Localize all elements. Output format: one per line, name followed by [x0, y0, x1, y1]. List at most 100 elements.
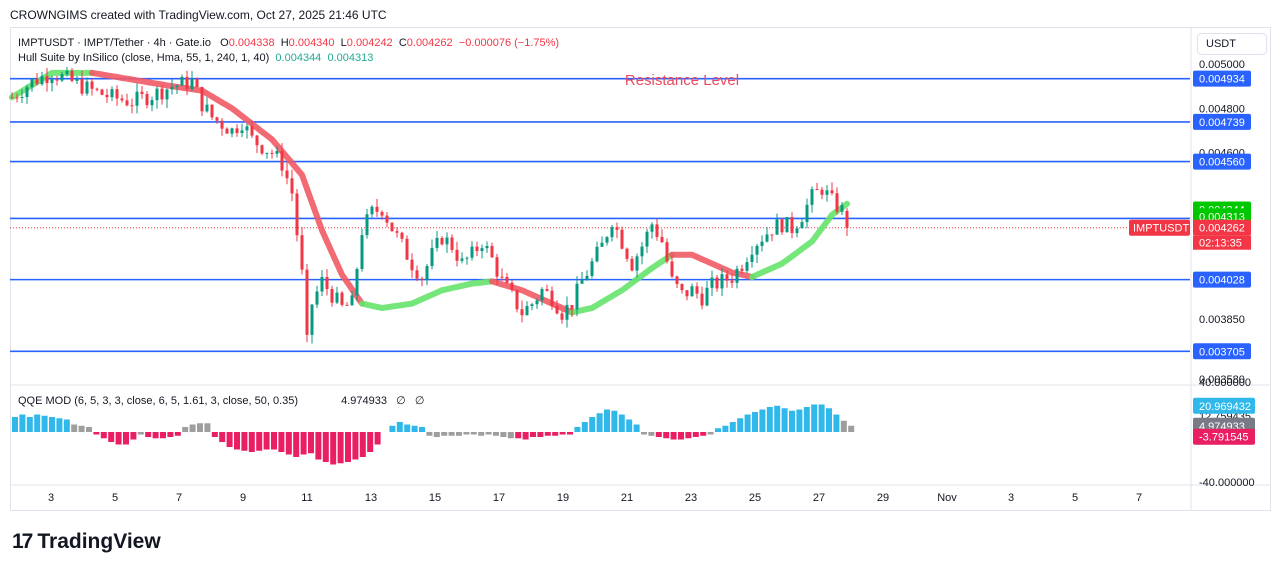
candle[interactable]	[95, 87, 99, 92]
candle[interactable]	[310, 303, 314, 344]
candle[interactable]	[325, 269, 329, 296]
candle[interactable]	[490, 242, 494, 259]
candle[interactable]	[175, 84, 179, 94]
candle[interactable]	[665, 238, 669, 264]
candle[interactable]	[150, 96, 154, 112]
candle[interactable]	[740, 264, 744, 275]
candle[interactable]	[525, 301, 529, 316]
candle[interactable]	[460, 252, 464, 264]
candle[interactable]	[600, 236, 604, 247]
candle[interactable]	[700, 286, 704, 310]
candle[interactable]	[385, 211, 389, 228]
candle[interactable]	[35, 72, 39, 86]
candle[interactable]	[125, 93, 129, 107]
candle[interactable]	[675, 275, 679, 289]
candle[interactable]	[65, 66, 69, 77]
candle[interactable]	[10, 92, 14, 99]
candle[interactable]	[270, 149, 274, 159]
chart-frame[interactable]	[10, 27, 1271, 511]
candle[interactable]	[300, 227, 304, 275]
candle[interactable]	[625, 247, 629, 262]
candle[interactable]	[765, 226, 769, 243]
candle[interactable]	[550, 286, 554, 310]
candle[interactable]	[295, 188, 299, 242]
candle[interactable]	[60, 71, 64, 83]
candle[interactable]	[840, 202, 844, 216]
candle[interactable]	[440, 236, 444, 246]
candle[interactable]	[545, 284, 549, 292]
candle[interactable]	[750, 246, 754, 268]
candle[interactable]	[755, 243, 759, 264]
candle[interactable]	[660, 229, 664, 244]
candle[interactable]	[720, 268, 724, 297]
candle[interactable]	[650, 222, 654, 239]
candle[interactable]	[835, 187, 839, 215]
candle[interactable]	[775, 213, 779, 235]
candle[interactable]	[760, 235, 764, 252]
candle[interactable]	[595, 241, 599, 263]
currency-unit-button[interactable]: USDT	[1197, 33, 1267, 55]
candle[interactable]	[170, 79, 174, 95]
candle[interactable]	[730, 273, 734, 288]
candle[interactable]	[500, 268, 504, 281]
qqe-title[interactable]: QQE MOD (6, 5, 3, 3, close, 6, 5, 1.61, …	[18, 395, 299, 407]
candle[interactable]	[805, 198, 809, 229]
candle[interactable]	[365, 208, 369, 239]
candle[interactable]	[90, 78, 94, 96]
candle[interactable]	[475, 241, 479, 257]
candle[interactable]	[45, 67, 49, 92]
candle[interactable]	[670, 255, 674, 279]
candle[interactable]	[555, 300, 559, 315]
candle[interactable]	[815, 182, 819, 191]
candle[interactable]	[620, 226, 624, 250]
candle[interactable]	[480, 244, 484, 259]
candle[interactable]	[705, 281, 709, 307]
candle[interactable]	[830, 182, 834, 196]
candle[interactable]	[510, 279, 514, 293]
candle[interactable]	[710, 270, 714, 297]
candle[interactable]	[655, 218, 659, 241]
candle[interactable]	[160, 85, 164, 105]
candle[interactable]	[355, 267, 359, 302]
candle[interactable]	[260, 144, 264, 156]
candle[interactable]	[100, 88, 104, 96]
candle[interactable]	[395, 227, 399, 238]
candle[interactable]	[140, 86, 144, 99]
candle[interactable]	[400, 231, 404, 243]
candle[interactable]	[645, 228, 649, 254]
candle[interactable]	[785, 216, 789, 233]
candle[interactable]	[50, 75, 54, 92]
candle[interactable]	[345, 302, 349, 306]
candle[interactable]	[420, 276, 424, 287]
candle[interactable]	[75, 76, 79, 85]
candle[interactable]	[735, 265, 739, 289]
candle[interactable]	[185, 70, 189, 96]
candle[interactable]	[55, 75, 59, 86]
candle[interactable]	[390, 222, 394, 232]
candle[interactable]	[215, 116, 219, 124]
candle[interactable]	[40, 71, 44, 86]
candle[interactable]	[635, 253, 639, 278]
candle[interactable]	[725, 270, 729, 288]
candle[interactable]	[110, 86, 114, 102]
candle[interactable]	[405, 235, 409, 260]
candle[interactable]	[165, 88, 169, 109]
candle[interactable]	[520, 300, 524, 323]
candle[interactable]	[220, 118, 224, 136]
candle[interactable]	[630, 255, 634, 272]
candle[interactable]	[335, 286, 339, 305]
candle[interactable]	[155, 86, 159, 109]
candle[interactable]	[235, 124, 239, 137]
candle[interactable]	[535, 298, 539, 309]
candle[interactable]	[485, 241, 489, 253]
candle[interactable]	[455, 241, 459, 267]
candle[interactable]	[825, 185, 829, 202]
candle[interactable]	[20, 89, 24, 104]
candle[interactable]	[240, 123, 244, 138]
candle[interactable]	[135, 83, 139, 114]
candle[interactable]	[690, 283, 694, 297]
candle[interactable]	[250, 120, 254, 138]
candle[interactable]	[330, 285, 334, 307]
candle[interactable]	[80, 70, 84, 96]
